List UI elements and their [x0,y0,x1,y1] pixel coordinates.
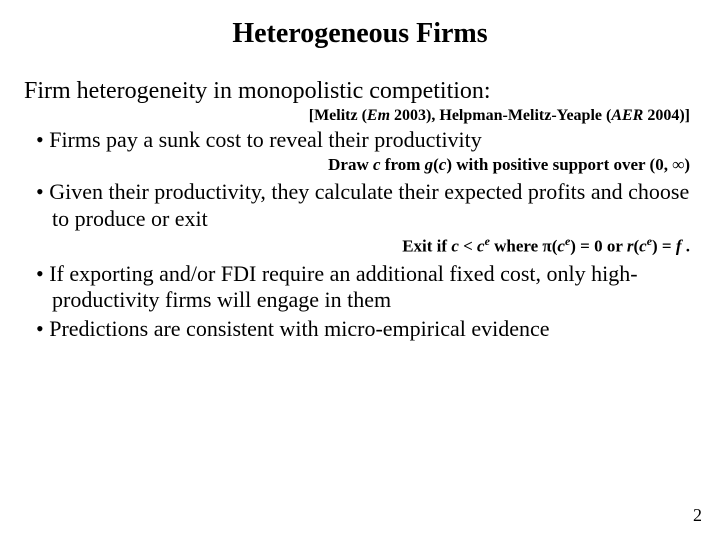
bullet-list: Given their productivity, they calculate… [24,179,696,232]
citation-journal-em: Em [367,107,390,124]
bullet-item: Firms pay a sunk cost to reveal their pr… [24,127,696,153]
citation-line: [Melitz (Em 2003), Helpman-Melitz-Yeaple… [24,107,690,125]
note-text: < [459,237,477,256]
var-c: c [451,237,459,256]
note-line-2: Exit if c < ce where π(ce) = 0 or r(ce) … [24,234,690,257]
note-line-1: Draw c from g(c) with positive support o… [24,155,690,175]
var-c: c [373,155,381,174]
note-text: from [381,155,425,174]
note-text: Draw [328,155,373,174]
note-text: Exit if [402,237,451,256]
bullet-item: If exporting and/or FDI require an addit… [24,261,696,314]
note-text: . [682,237,691,256]
var-ce: c [477,237,485,256]
citation-journal-aer: AER [611,107,643,124]
note-text: ) = 0 or [570,237,627,256]
citation-text: [Melitz ( [309,107,367,124]
note-text: ) with positive support over (0, ∞) [446,155,690,174]
bullet-item: Predictions are consistent with micro-em… [24,316,696,342]
var-g: g [425,155,434,174]
page-number: 2 [693,505,702,526]
slide-subtitle: Firm heterogeneity in monopolistic compe… [24,78,696,105]
var-ce: c [557,237,565,256]
citation-text: 2003), Helpman-Melitz-Yeaple ( [390,107,611,124]
bullet-item: Given their productivity, they calculate… [24,179,696,232]
bullet-list: Firms pay a sunk cost to reveal their pr… [24,127,696,153]
note-text: ) = [652,237,676,256]
var-ce: c [639,237,647,256]
citation-text: 2004)] [643,107,690,124]
slide-title: Heterogeneous Firms [24,18,696,50]
bullet-list: If exporting and/or FDI require an addit… [24,261,696,342]
note-text: where π( [490,237,558,256]
